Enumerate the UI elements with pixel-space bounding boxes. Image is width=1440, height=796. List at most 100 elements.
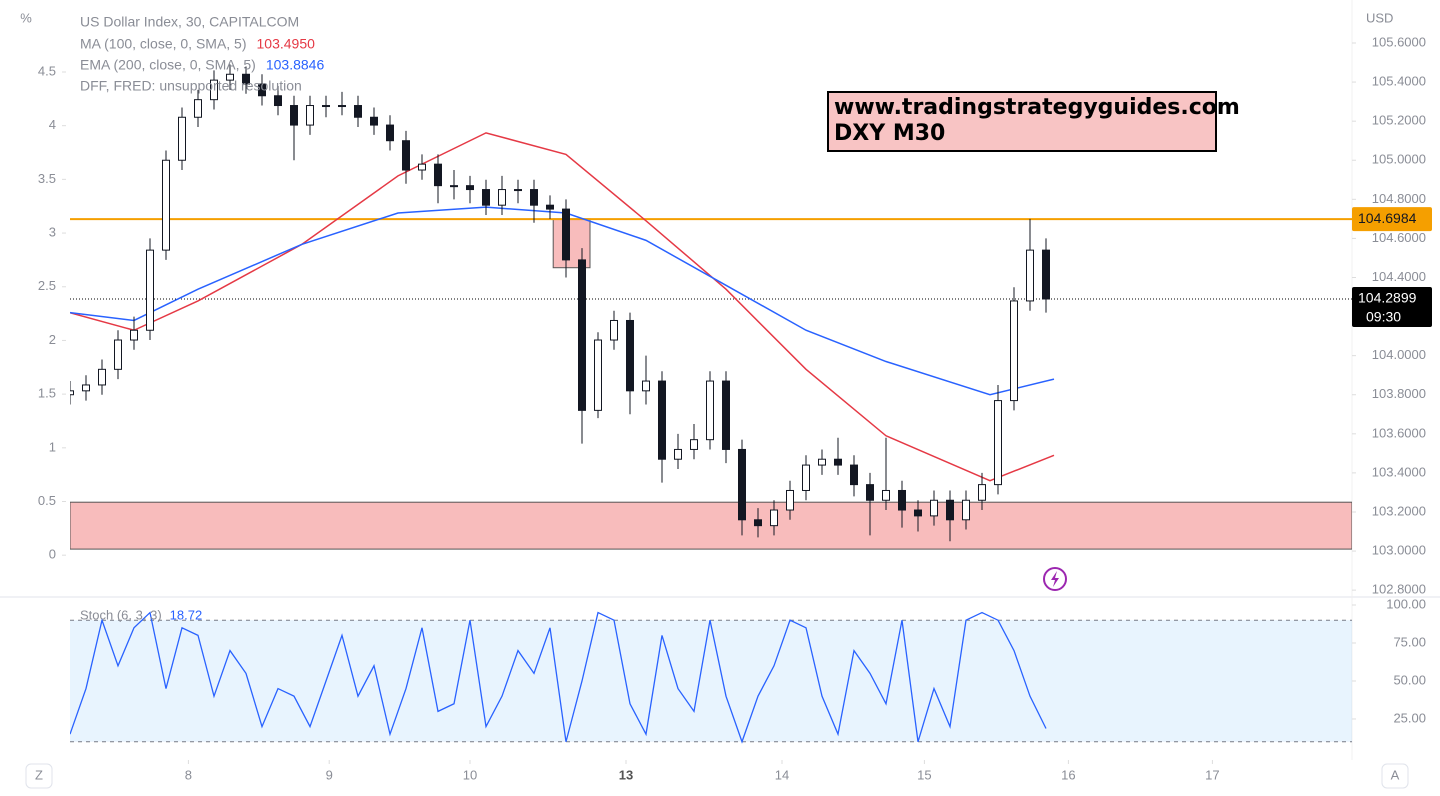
y2-tick-label: 1.5	[38, 386, 56, 401]
y2-unit: %	[20, 10, 32, 25]
control-button[interactable]	[25, 763, 53, 789]
stoch-tick-label: 75.00	[1393, 634, 1426, 649]
candle-body	[866, 484, 874, 501]
y-tick-label: 104.6000	[1372, 230, 1426, 245]
stoch-name: Stoch (6, 3, 3)	[80, 607, 162, 622]
stoch-tick-label: 100.00	[1386, 596, 1426, 611]
stoch-band	[70, 620, 1352, 742]
candle-body	[402, 140, 410, 171]
candle-body	[898, 489, 906, 511]
candle-body	[258, 83, 266, 97]
candle-body	[514, 189, 522, 192]
price-tag	[1352, 287, 1432, 328]
y2-tick-label: 2	[49, 332, 56, 347]
y-tick-label: 103.4000	[1372, 464, 1426, 479]
candle-body	[722, 380, 730, 450]
candle-body	[226, 73, 234, 81]
candle-body	[546, 204, 554, 210]
candle-body	[738, 448, 746, 521]
control-button[interactable]	[1381, 763, 1409, 789]
y-tick-label: 104.4000	[1372, 269, 1426, 284]
candle-body	[1042, 249, 1050, 300]
note: DFF, FRED: unsupported resolution	[80, 78, 302, 94]
candle-body	[674, 448, 682, 460]
y2-tick-label: 4.5	[38, 63, 56, 78]
candle-body	[754, 519, 762, 527]
candle-body	[210, 79, 218, 101]
candle-body	[802, 464, 810, 491]
x-tick-label: 16	[1061, 767, 1075, 782]
y-tick-label: 105.6000	[1372, 34, 1426, 49]
control-label[interactable]: A	[1391, 767, 1400, 782]
annotation-line: www.tradingstrategyguides.com	[834, 95, 1240, 120]
candle-body	[994, 400, 1002, 486]
price-tag	[1352, 207, 1432, 232]
candle-body	[962, 499, 970, 521]
y2-tick-label: 2.5	[38, 278, 56, 293]
y-tick-label: 104.0000	[1372, 347, 1426, 362]
candle-body	[434, 163, 442, 187]
candle-body	[482, 189, 490, 206]
price-tag-label: 104.2899	[1358, 290, 1417, 306]
candle-body	[946, 499, 954, 521]
y-tick-label: 105.2000	[1372, 113, 1426, 128]
candle-body	[194, 99, 202, 118]
candle-body	[178, 116, 186, 161]
overlay: 104.6984 104.2899 09:30 MA (100, close, 0, …	[38, 34, 1432, 782]
candle-body	[1026, 249, 1034, 302]
y-tick-label: 105.4000	[1372, 74, 1426, 89]
candle-body	[626, 319, 634, 392]
candle-body	[786, 489, 794, 511]
x-tick-label: 13	[619, 767, 633, 782]
candle-body	[274, 95, 282, 107]
candle-body	[130, 329, 138, 341]
candle-body	[642, 380, 650, 392]
overlay-line	[70, 132, 1055, 482]
x-tick-label: 15	[917, 767, 931, 782]
x-tick-label: 8	[185, 767, 192, 782]
legend-name: MA (100, close, 0, SMA, 5)	[80, 36, 247, 52]
price-tag-time: 09:30	[1366, 309, 1401, 325]
candle-body	[978, 484, 986, 501]
stoch-tick-label: 25.00	[1393, 710, 1426, 725]
y-tick-label: 104.8000	[1372, 191, 1426, 206]
price-tag-label: 104.6984	[1358, 210, 1417, 226]
candle-body	[370, 116, 378, 126]
control-label[interactable]: Z	[35, 767, 43, 782]
candle-body	[98, 368, 106, 386]
y-tick-label: 103.2000	[1372, 503, 1426, 518]
y-unit: USD	[1366, 10, 1393, 25]
legend-value: 103.4950	[257, 36, 316, 52]
candle-body	[322, 105, 330, 108]
candle-body	[610, 319, 618, 341]
candle-body	[338, 105, 346, 108]
stoch-tick-label: 50.00	[1393, 672, 1426, 687]
candle-body	[1010, 300, 1018, 402]
y-tick-label: 103.8000	[1372, 386, 1426, 401]
x-tick-label: 17	[1205, 767, 1219, 782]
stoch-line	[70, 611, 1047, 744]
y2-tick-label: 3.5	[38, 171, 56, 186]
candle-body	[70, 390, 74, 396]
candle-body	[242, 73, 250, 85]
x-tick-label: 14	[775, 767, 789, 782]
legend-value: 103.8846	[266, 57, 325, 73]
candle-body	[882, 489, 890, 501]
zone	[70, 501, 1352, 550]
alert-icon[interactable]	[1043, 567, 1067, 591]
candle-body	[770, 509, 778, 527]
annotation-line: DXY M30	[834, 121, 945, 146]
candle-body	[386, 124, 394, 142]
candle-body	[930, 499, 938, 517]
candle-body	[498, 189, 506, 206]
chart-title: US Dollar Index, 30, CAPITALCOM	[80, 14, 299, 30]
candle-body	[562, 208, 570, 261]
legend-name: EMA (200, close, 0, SMA, 5)	[80, 57, 256, 73]
candle-body	[354, 105, 362, 118]
y2-tick-label: 0	[49, 547, 56, 562]
annotation-box	[827, 91, 1217, 152]
stoch-value: 18.72	[170, 607, 203, 622]
candle-body	[146, 249, 154, 331]
y-tick-label: 105.0000	[1372, 152, 1426, 167]
candle-body	[578, 259, 586, 411]
